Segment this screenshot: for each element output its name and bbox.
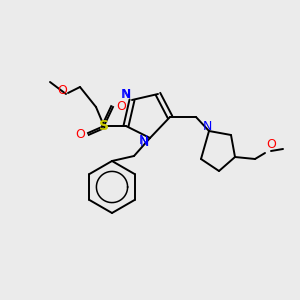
- Text: O: O: [57, 83, 67, 97]
- Text: S: S: [99, 119, 109, 133]
- Text: O: O: [266, 139, 276, 152]
- Text: N: N: [121, 88, 131, 101]
- Text: N: N: [120, 88, 130, 101]
- Text: N: N: [138, 134, 148, 148]
- Text: O: O: [116, 100, 126, 112]
- Text: O: O: [75, 128, 85, 140]
- Text: N: N: [139, 136, 149, 148]
- Text: N: N: [202, 119, 212, 133]
